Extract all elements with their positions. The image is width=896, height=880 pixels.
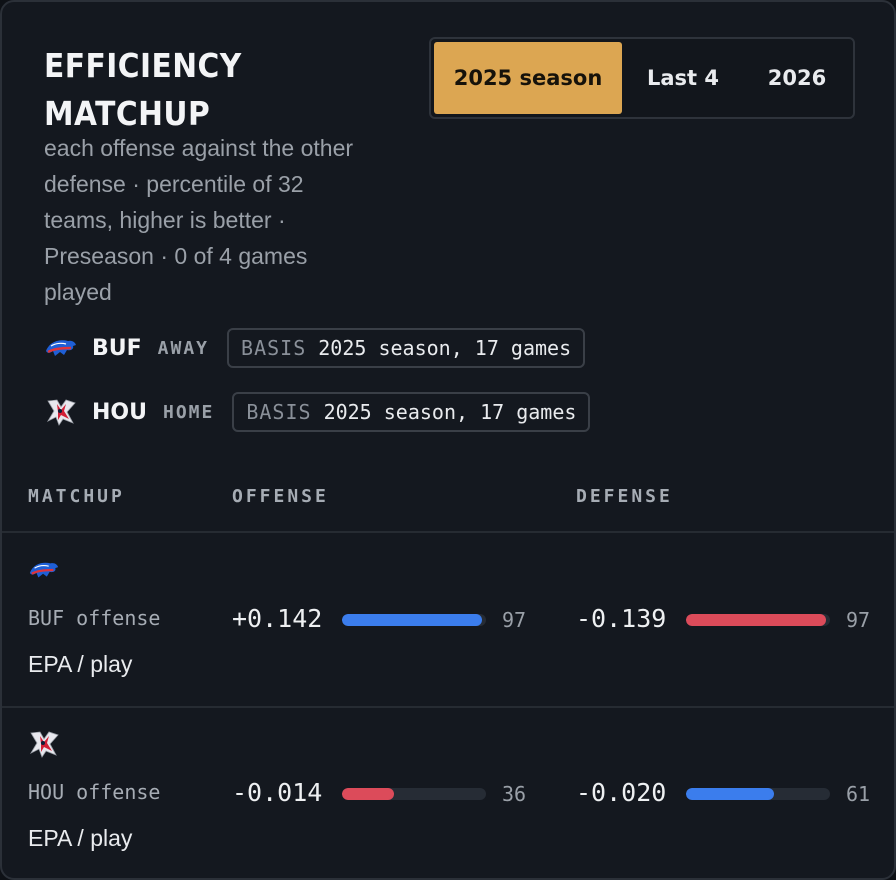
divider (2, 531, 894, 533)
defense-value: -0.139 (576, 604, 667, 633)
texans-logo-icon (28, 730, 60, 762)
row-label: BUF offense (28, 606, 161, 630)
defense-percentile-bar (686, 614, 830, 626)
defense-percentile-bar (686, 788, 830, 800)
divider (2, 706, 894, 708)
column-header-defense: DEFENSE (576, 486, 673, 507)
row-label: HOU offense (28, 780, 161, 804)
basis-label: BASIS (246, 400, 312, 424)
tab-2025-season[interactable]: 2025 season (434, 42, 622, 114)
defense-percentile: 97 (846, 608, 871, 632)
team-abbr: BUF (92, 335, 142, 361)
basis-badge: BASIS 2025 season, 17 games (232, 392, 591, 432)
tab-2026[interactable]: 2026 (767, 66, 827, 90)
offense-percentile-bar (342, 614, 486, 626)
offense-value: +0.142 (232, 604, 323, 633)
defense-percentile: 61 (846, 782, 871, 806)
team-side: HOME (162, 401, 215, 423)
team-row-buf: BUF AWAY BASIS 2025 season, 17 games (44, 328, 586, 368)
team-side: AWAY (157, 337, 210, 359)
card-title: EFFICIENCY MATCHUP (44, 46, 242, 133)
defense-percentile-fill (686, 788, 774, 800)
column-header-offense: OFFENSE (232, 486, 329, 507)
team-row-hou: HOU HOME BASIS 2025 season, 17 games (44, 392, 591, 432)
period-selector: 2025 season Last 4 2026 (429, 37, 855, 119)
column-header-matchup: MATCHUP (28, 486, 125, 507)
offense-value: -0.014 (232, 778, 323, 807)
defense-value: -0.020 (576, 778, 667, 807)
offense-percentile-fill (342, 788, 394, 800)
basis-value: 2025 season, 17 games (323, 400, 577, 424)
offense-percentile-bar (342, 788, 486, 800)
row-metric: EPA / play (28, 825, 133, 851)
basis-label: BASIS (241, 336, 307, 360)
offense-percentile: 36 (502, 782, 527, 806)
card-subtitle: each offense against the other defense ·… (44, 135, 354, 305)
team-abbr: HOU (92, 399, 147, 425)
offense-percentile: 97 (502, 608, 527, 632)
basis-value: 2025 season, 17 games (318, 336, 572, 360)
basis-badge: BASIS 2025 season, 17 games (227, 328, 586, 368)
buffalo-logo-icon (28, 558, 60, 590)
tab-last-4[interactable]: Last 4 (646, 66, 719, 90)
offense-percentile-fill (342, 614, 482, 626)
row-metric: EPA / play (28, 651, 133, 677)
defense-percentile-fill (686, 614, 826, 626)
texans-logo-icon (44, 395, 78, 429)
buffalo-logo-icon (44, 331, 78, 365)
